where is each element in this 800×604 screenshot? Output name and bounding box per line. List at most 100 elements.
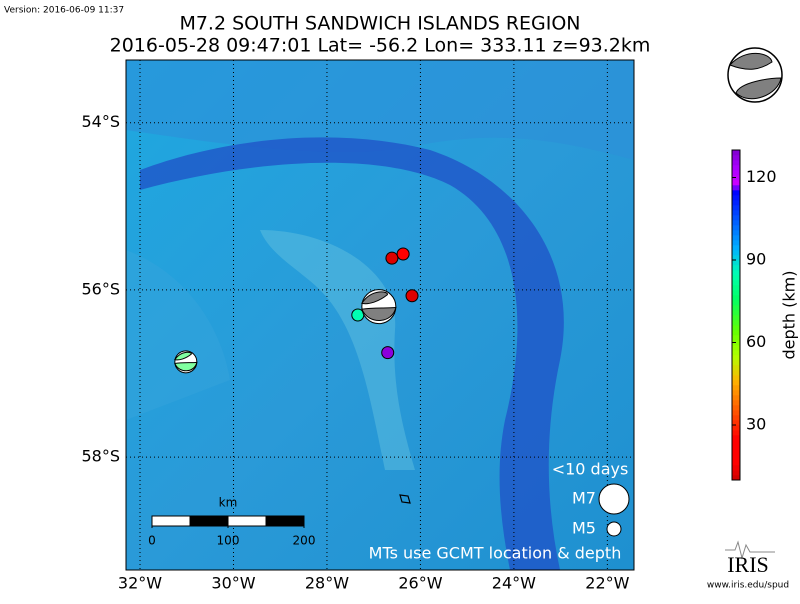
colorbar-cell <box>732 230 740 236</box>
beachball-quadrant <box>361 291 388 305</box>
colorbar-label: depth (km) <box>780 271 799 360</box>
colorbar-cell <box>732 155 740 161</box>
map-frame <box>125 59 635 571</box>
colorbar-cell <box>732 185 740 191</box>
colorbar-cell <box>732 220 740 226</box>
colorbar-cell <box>732 150 740 156</box>
y-tick-label: 54°S <box>81 112 120 131</box>
colorbar-cell <box>732 165 740 171</box>
beachball <box>361 289 397 325</box>
colorbar-cell <box>732 260 740 266</box>
scalebar-segment <box>227 515 267 527</box>
colorbar-tick-label: 30 <box>746 415 766 434</box>
colorbar-cell <box>732 425 740 431</box>
scalebar-tick-label: 200 <box>293 534 316 548</box>
y-tick-label: 56°S <box>81 279 120 298</box>
logo-url: www.iris.edu/spud <box>707 581 789 591</box>
x-tick-label: 28°W <box>305 574 349 593</box>
scalebar-tick-label: 0 <box>148 534 156 548</box>
colorbar-cell <box>732 330 740 336</box>
colorbar-tick-label: 90 <box>746 250 766 269</box>
x-tick-label: 30°W <box>211 574 255 593</box>
event <box>405 289 419 303</box>
colorbar-cell <box>732 380 740 386</box>
legend-note: MTs use GCMT location & depth <box>369 544 622 563</box>
colorbar-cell <box>732 445 740 451</box>
colorbar-cell <box>732 455 740 461</box>
scalebar-segment <box>265 515 305 527</box>
colorbar-cell <box>732 450 740 456</box>
logo-name: IRIS <box>727 552 769 577</box>
colorbar-cell <box>732 460 740 466</box>
colorbar-cell <box>732 245 740 251</box>
title-line: 2016-05-28 09:47:01 Lat= -56.2 Lon= 333.… <box>110 35 651 57</box>
colorbar-cell <box>732 300 740 306</box>
colorbar-cell <box>732 415 740 421</box>
colorbar-cell <box>732 305 740 311</box>
colorbar-cell <box>732 400 740 406</box>
colorbar-cell <box>732 290 740 296</box>
colorbar-cell <box>732 275 740 281</box>
colorbar-cell <box>732 385 740 391</box>
colorbar-cell <box>732 240 740 246</box>
beachball-quadrant <box>174 351 192 361</box>
colorbar-cell <box>732 325 740 331</box>
colorbar-cell <box>732 200 740 206</box>
legend-label: M5 <box>572 519 596 538</box>
colorbar-cell <box>732 365 740 371</box>
colorbar-cell <box>732 390 740 396</box>
colorbar-cell <box>732 170 740 176</box>
colorbar-cell <box>732 475 740 481</box>
scalebar-segment <box>189 515 229 527</box>
colorbar-cell <box>732 195 740 201</box>
colorbar-cell <box>732 345 740 351</box>
colorbar-cell <box>732 440 740 446</box>
colorbar-cell <box>732 320 740 326</box>
colorbar-tick-label: 120 <box>746 167 777 186</box>
scalebar-segment <box>151 515 191 527</box>
colorbar-cell <box>732 205 740 211</box>
colorbar-cell <box>732 360 740 366</box>
version: Version: 2016-06-09 11:37 <box>4 6 124 16</box>
x-tick-label: 22°W <box>585 574 629 593</box>
colorbar-cell <box>732 335 740 341</box>
event <box>385 251 399 265</box>
colorbar-cell <box>732 265 740 271</box>
colorbar-cell <box>732 435 740 441</box>
event <box>396 247 410 261</box>
legend-label: M7 <box>572 489 596 508</box>
colorbar-cell <box>732 315 740 321</box>
main-beachball <box>727 47 783 103</box>
event <box>381 346 395 360</box>
colorbar-cell <box>732 215 740 221</box>
colorbar-cell <box>732 395 740 401</box>
colorbar-cell <box>732 410 740 416</box>
colorbar-cell <box>732 420 740 426</box>
beachball <box>174 350 198 374</box>
colorbar-cell <box>732 235 740 241</box>
colorbar-cell <box>732 310 740 316</box>
colorbar-cell <box>732 190 740 196</box>
x-tick-label: 24°W <box>492 574 536 593</box>
colorbar-tick-label: 60 <box>746 332 766 351</box>
colorbar-cell <box>732 430 740 436</box>
colorbar-cell <box>732 225 740 231</box>
x-tick-label: 32°W <box>118 574 162 593</box>
colorbar-cell <box>732 295 740 301</box>
colorbar-frame <box>731 149 741 481</box>
colorbar-cell <box>732 210 740 216</box>
legend-symbol <box>606 521 622 537</box>
x-tick-label: 26°W <box>398 574 442 593</box>
colorbar-cell <box>732 255 740 261</box>
colorbar-cell <box>732 280 740 286</box>
colorbar-cell <box>732 285 740 291</box>
colorbar-cell <box>732 405 740 411</box>
colorbar-cell <box>732 270 740 276</box>
colorbar-cell <box>732 250 740 256</box>
title-line: M7.2 SOUTH SANDWICH ISLANDS REGION <box>179 13 580 35</box>
colorbar-cell <box>732 160 740 166</box>
colorbar-cell <box>732 370 740 376</box>
colorbar-cell <box>732 180 740 186</box>
colorbar-cell <box>732 355 740 361</box>
legend-title: <10 days <box>552 460 629 479</box>
